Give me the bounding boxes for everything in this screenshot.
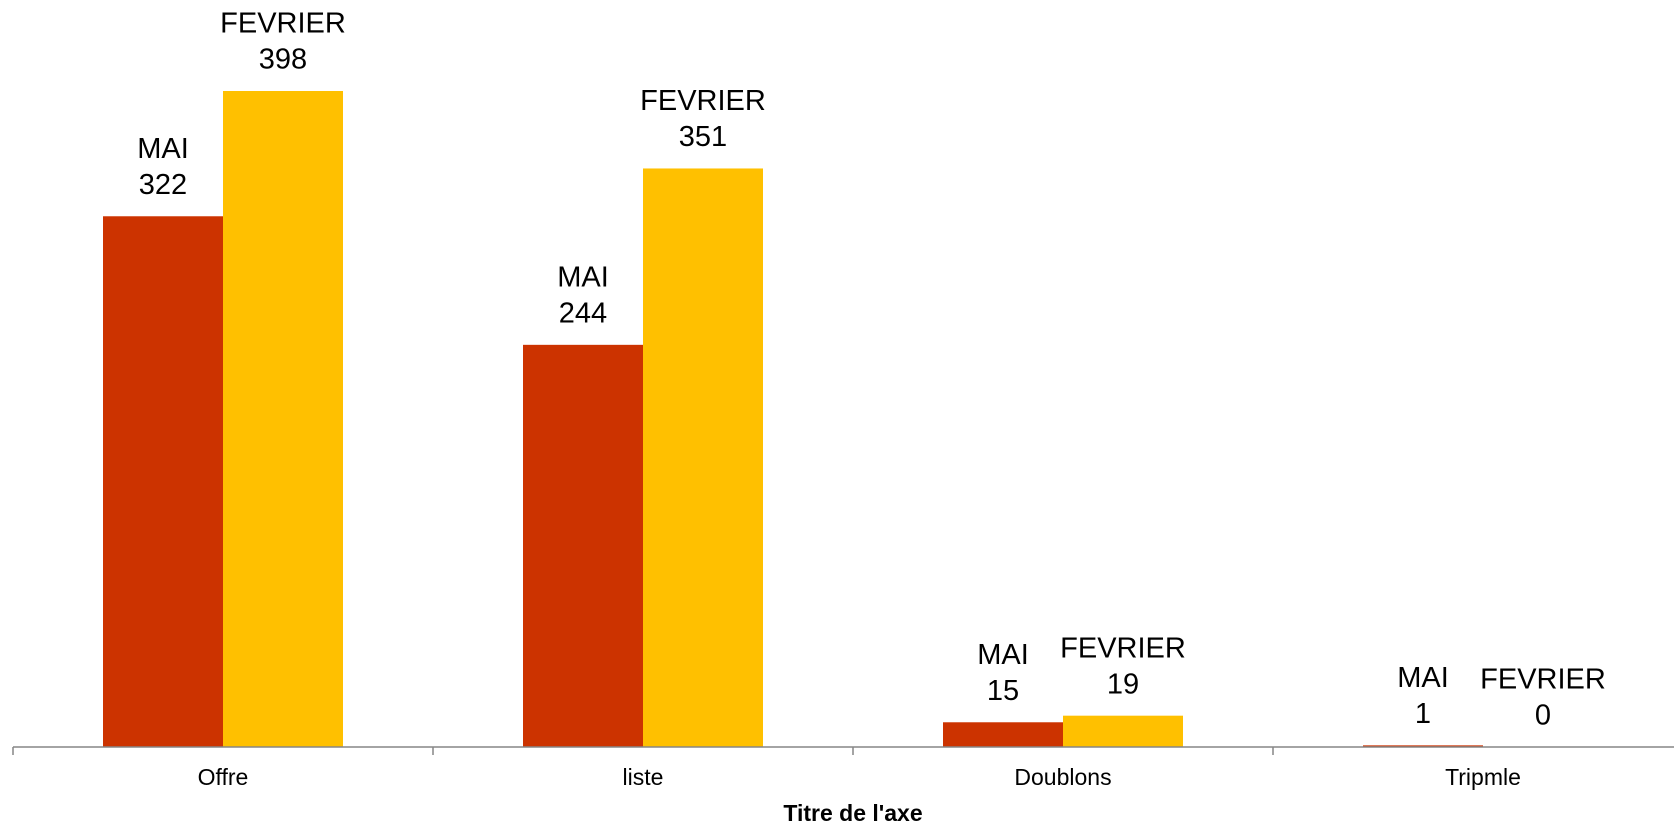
data-label-series: FEVRIER <box>1480 664 1606 696</box>
data-label-series: FEVRIER <box>1060 632 1186 664</box>
bar <box>523 344 643 747</box>
data-label-value: 244 <box>559 297 607 329</box>
data-label-series: FEVRIER <box>640 85 766 117</box>
bar <box>643 168 763 747</box>
data-label-value: 0 <box>1535 700 1551 732</box>
data-label-series: MAI <box>137 133 189 165</box>
x-tick-label: Offre <box>198 764 249 790</box>
data-label-series: MAI <box>977 639 1029 671</box>
data-label-value: 351 <box>679 121 727 153</box>
data-label-value: 19 <box>1107 668 1139 700</box>
data-label-value: 322 <box>139 169 187 201</box>
bar <box>1363 745 1483 747</box>
bar <box>103 216 223 747</box>
data-label-value: 398 <box>259 44 307 76</box>
data-label-value: 15 <box>987 675 1019 707</box>
data-label-series: MAI <box>557 261 609 293</box>
x-axis-title: Titre de l'axe <box>783 800 922 826</box>
data-label-value: 1 <box>1415 698 1431 730</box>
data-label-series: MAI <box>1397 662 1449 694</box>
bar <box>943 722 1063 747</box>
x-tick-label: Tripmle <box>1445 764 1521 790</box>
bar <box>223 91 343 747</box>
data-label-series: FEVRIER <box>220 8 346 40</box>
bar <box>1063 715 1183 747</box>
x-tick-label: liste <box>623 764 664 790</box>
x-tick-label: Doublons <box>1014 764 1111 790</box>
